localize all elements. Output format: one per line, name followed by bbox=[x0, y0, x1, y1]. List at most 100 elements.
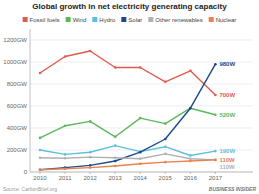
grid-line bbox=[30, 128, 253, 129]
grid-line bbox=[30, 84, 253, 85]
point bbox=[214, 159, 217, 162]
point bbox=[64, 167, 67, 170]
point bbox=[139, 158, 142, 161]
point bbox=[139, 66, 142, 69]
grid-line bbox=[30, 40, 253, 41]
legend: Fossil fuels Wind Hydro Solar Other renewabl… bbox=[23, 17, 237, 23]
legend-label: Hydro bbox=[99, 17, 116, 23]
x-tick bbox=[140, 172, 141, 174]
legend-swatch bbox=[23, 17, 28, 22]
series-line bbox=[40, 146, 215, 156]
point bbox=[214, 94, 217, 97]
annotations: 980W 700W 520W 190W 110W110W Source: CarbonBr… bbox=[3, 61, 256, 192]
source-note: Source: CarbonBrief.org bbox=[3, 186, 57, 192]
x-tick-label: 2011 bbox=[59, 175, 73, 181]
point bbox=[89, 151, 92, 154]
point bbox=[189, 107, 192, 110]
legend-item: Other renewables bbox=[148, 17, 202, 23]
point bbox=[89, 50, 92, 53]
y-tick-label: 0 bbox=[24, 169, 28, 175]
point bbox=[64, 55, 67, 58]
point bbox=[64, 157, 67, 160]
legend-label: Nuclear bbox=[216, 17, 237, 23]
legend-item: Fossil fuels bbox=[23, 17, 60, 23]
legend-swatch bbox=[66, 17, 71, 22]
grid-line bbox=[30, 106, 253, 107]
point bbox=[139, 162, 142, 165]
y-tick-label: 200GW bbox=[7, 147, 28, 153]
series bbox=[39, 107, 217, 139]
point bbox=[114, 136, 117, 139]
y-axis-line bbox=[30, 29, 31, 172]
series bbox=[39, 159, 217, 172]
title: Global growth in net electricity generat… bbox=[32, 2, 227, 11]
point bbox=[164, 153, 167, 156]
point bbox=[139, 151, 142, 154]
end-label: 190W bbox=[219, 148, 235, 154]
point bbox=[189, 154, 192, 157]
point bbox=[39, 169, 42, 172]
series bbox=[39, 63, 217, 171]
end-label: 520W bbox=[219, 112, 235, 118]
point bbox=[164, 145, 167, 148]
series-line bbox=[40, 160, 215, 170]
point bbox=[114, 160, 117, 163]
series-line bbox=[40, 51, 215, 95]
point bbox=[214, 114, 217, 117]
legend-item: Solar bbox=[121, 17, 142, 23]
y-tick-label: 600GW bbox=[7, 103, 28, 109]
legend-label: Wind bbox=[73, 17, 87, 23]
x-tick-label: 2013 bbox=[109, 175, 123, 181]
y-tick-label: 400GW bbox=[7, 125, 28, 131]
point bbox=[189, 160, 192, 163]
point bbox=[64, 125, 67, 128]
legend-label: Other renewables bbox=[155, 17, 202, 23]
x-tick-label: 2016 bbox=[184, 175, 198, 181]
point bbox=[164, 122, 167, 125]
x-tick bbox=[190, 172, 191, 174]
legend-swatch bbox=[148, 17, 153, 22]
x-tick-label: 2010 bbox=[33, 175, 47, 181]
legend-label: Fossil fuels bbox=[30, 17, 60, 23]
point bbox=[39, 169, 42, 172]
point bbox=[89, 156, 92, 159]
y-tick-label: 800GW bbox=[7, 81, 28, 87]
x-axis-line bbox=[30, 172, 253, 173]
grid-line bbox=[30, 172, 253, 173]
y-tick-label: 1000GW bbox=[3, 59, 27, 65]
series bbox=[39, 50, 217, 97]
end-label: 980W bbox=[219, 61, 235, 67]
x-tick-label: 2012 bbox=[83, 175, 97, 181]
point bbox=[114, 156, 117, 159]
end-label: 110W bbox=[219, 157, 235, 163]
series-line bbox=[40, 154, 215, 160]
point bbox=[39, 72, 42, 75]
point bbox=[164, 138, 167, 141]
point bbox=[114, 144, 117, 147]
point bbox=[114, 165, 117, 168]
series-line bbox=[40, 64, 215, 170]
legend-swatch bbox=[209, 17, 214, 22]
point bbox=[39, 156, 42, 159]
x-tick bbox=[115, 172, 116, 174]
point bbox=[89, 166, 92, 169]
legend-item: Hydro bbox=[92, 17, 116, 23]
legend-label: Solar bbox=[128, 17, 142, 23]
x-tick bbox=[215, 172, 216, 174]
x-tick-label: 2015 bbox=[159, 175, 173, 181]
legend-swatch bbox=[92, 17, 97, 22]
x-tick bbox=[90, 172, 91, 174]
end-label: 700W bbox=[219, 92, 235, 98]
chart: Global growth in net electricity generat… bbox=[0, 0, 259, 194]
point bbox=[39, 149, 42, 152]
point bbox=[39, 137, 42, 140]
legend-swatch bbox=[121, 17, 126, 22]
point bbox=[139, 117, 142, 120]
series bbox=[39, 144, 217, 157]
series-line bbox=[40, 108, 215, 138]
point bbox=[89, 120, 92, 123]
point bbox=[114, 66, 117, 69]
end-label: 110W bbox=[219, 164, 235, 170]
point bbox=[139, 150, 142, 153]
point bbox=[214, 150, 217, 153]
